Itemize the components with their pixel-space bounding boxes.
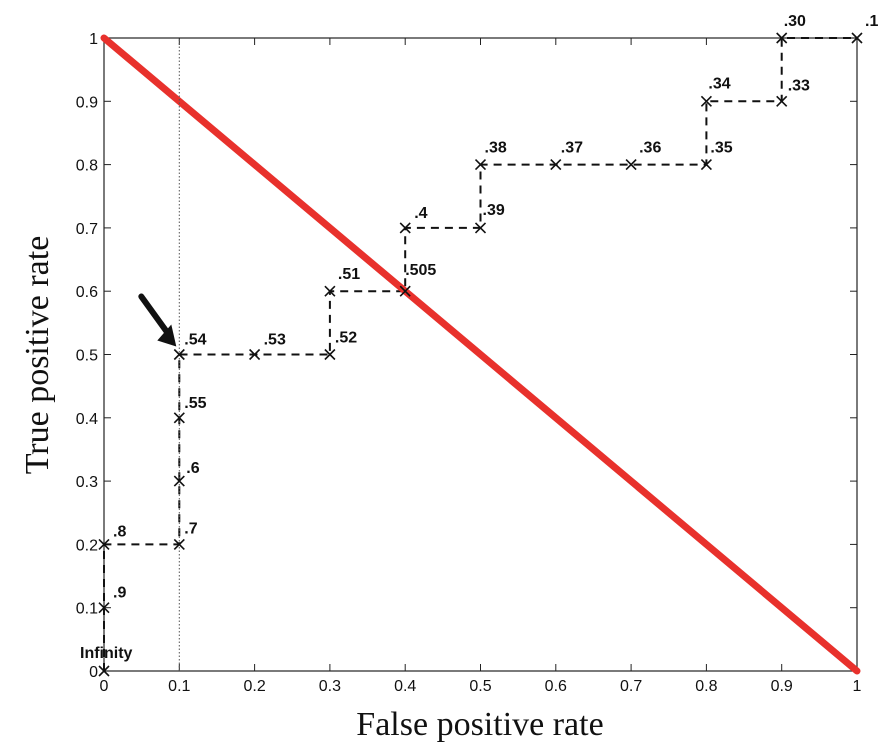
x-tick-label: 0.7 (620, 678, 642, 695)
point-label: .36 (639, 140, 661, 157)
arrow-shaft (138, 293, 171, 336)
point-label: .9 (113, 585, 126, 602)
data-point-marker (399, 285, 411, 297)
marker-stroke (98, 602, 110, 614)
data-point-marker (776, 32, 788, 44)
data-point-marker (324, 285, 336, 297)
data-point-marker (851, 32, 863, 44)
y-axis-title: True positive rate (19, 236, 56, 475)
series-markers (98, 32, 863, 677)
data-point-marker (700, 95, 712, 107)
marker-stroke (474, 222, 487, 234)
point-label: .55 (184, 395, 206, 412)
marker-stroke (399, 285, 411, 297)
point-label: .4 (414, 205, 427, 222)
point-label: .1 (865, 13, 878, 30)
marker-stroke (700, 159, 712, 171)
x-tick-labels: 0 0.1 0.2 0.3 0.4 0.5 0.6 0.7 0.8 0.9 1 (100, 678, 862, 695)
x-tick-label: 1 (853, 678, 862, 695)
point-label: .51 (338, 266, 360, 283)
data-point-marker (399, 222, 411, 234)
data-point-marker (625, 159, 637, 171)
y-tick-label: 0.4 (76, 411, 98, 428)
x-tick-label: 0.5 (469, 678, 491, 695)
y-tick-label: 0.7 (76, 221, 98, 238)
data-point-marker (776, 95, 788, 107)
marker-stroke (324, 285, 336, 297)
marker-stroke (776, 32, 788, 44)
annotations (138, 293, 177, 347)
point-label: .54 (184, 332, 206, 349)
x-tick-label: 0.2 (243, 678, 265, 695)
point-labels: Infinity .9 .8 .7 .6 .55 .54 .53 .52 .51 .505 .4 .39… (80, 13, 878, 662)
x-tick-label: 0.8 (695, 678, 717, 695)
point-label: .33 (788, 77, 810, 94)
data-point-marker (474, 159, 487, 171)
data-point-marker (173, 348, 185, 361)
marker-stroke (474, 159, 487, 171)
point-label: .30 (784, 13, 806, 30)
marker-stroke (550, 159, 562, 171)
x-tick-label: 0 (100, 678, 109, 695)
y-tick-label: 0 (89, 664, 98, 681)
marker-stroke (851, 32, 863, 44)
marker-stroke (173, 412, 185, 424)
y-tick-label: 0.2 (76, 537, 98, 554)
point-label: .35 (710, 140, 732, 157)
marker-stroke (98, 538, 110, 550)
x-tick-label: 0.3 (319, 678, 341, 695)
x-tick-label: 0.9 (771, 678, 793, 695)
point-label: .7 (184, 520, 197, 537)
marker-stroke (173, 538, 185, 550)
point-label: .34 (708, 75, 730, 92)
data-point-marker (98, 538, 110, 550)
y-tick-label: 0.6 (76, 284, 98, 301)
y-tick-label: 0.5 (76, 348, 98, 365)
data-point-marker (700, 159, 712, 171)
y-tick-label: 1 (89, 31, 98, 48)
x-tick-label: 0.4 (394, 678, 416, 695)
point-label: .8 (113, 523, 126, 540)
roc-curve-line (103, 37, 857, 671)
marker-stroke (399, 222, 411, 234)
series-lines (100, 34, 861, 675)
data-point-marker (173, 538, 185, 550)
x-tick-label: 0.6 (545, 678, 567, 695)
y-tick-labels: 0 0.1 0.2 0.3 0.4 0.5 0.6 0.7 0.8 0.9 1 (76, 31, 98, 681)
x-axis-title: False positive rate (356, 706, 603, 743)
marker-stroke (324, 348, 336, 361)
point-label: .52 (335, 330, 357, 347)
arrow-head (157, 324, 177, 347)
data-point-marker (173, 475, 185, 487)
marker-stroke (249, 348, 261, 361)
point-label: .505 (405, 262, 436, 279)
marker-stroke (173, 348, 185, 361)
point-label: Infinity (80, 645, 133, 662)
point-label: .53 (264, 332, 286, 349)
data-point-marker (324, 348, 336, 361)
marker-stroke (173, 475, 185, 487)
point-label: .38 (485, 140, 507, 157)
y-tick-label: 0.9 (76, 94, 98, 111)
point-label: .37 (561, 140, 583, 157)
data-point-marker (173, 412, 185, 424)
y-tick-label: 0.8 (76, 158, 98, 175)
data-point-marker (98, 602, 110, 614)
data-point-marker (474, 222, 487, 234)
marker-stroke (98, 665, 110, 677)
x-tick-label: 0.1 (168, 678, 190, 695)
data-point-marker (98, 665, 110, 677)
marker-stroke (700, 95, 712, 107)
marker-stroke (625, 159, 637, 171)
diagonal-reference-line (100, 34, 861, 675)
data-point-marker (550, 159, 562, 171)
point-label: .6 (186, 460, 199, 477)
y-tick-label: 0.1 (76, 601, 98, 618)
marker-stroke (776, 95, 788, 107)
y-tick-label: 0.3 (76, 474, 98, 491)
data-point-marker (249, 348, 261, 361)
point-label: .39 (483, 202, 505, 219)
